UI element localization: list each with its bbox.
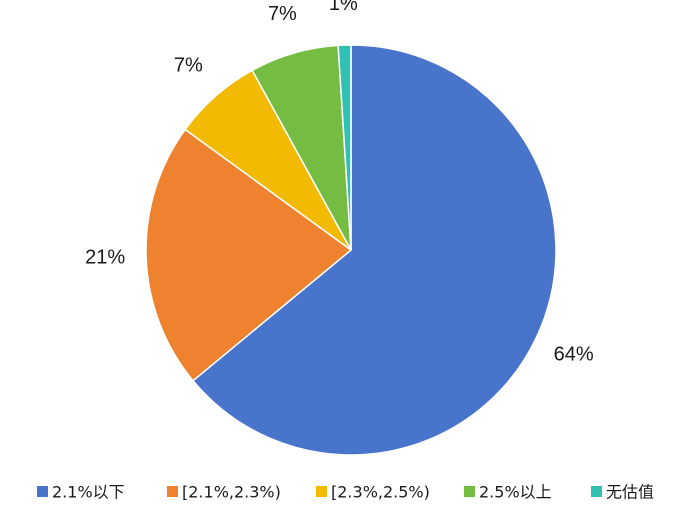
legend-label-2: [2.1%,2.3%) [182,483,281,502]
legend: 2.1%以下 [2.1%,2.3%) [2.3%,2.5%) 2.5%以上 无估值 [37,483,654,502]
pie-slices [145,44,557,456]
pie-data-labels: 64% 21% 7% 7% 1% [85,0,594,366]
pie-slice-5 [337,44,352,251]
data-label-2: 21% [85,247,125,269]
legend-label-1: 2.1%以下 [52,483,125,502]
legend-label-4: 2.5%以上 [479,483,552,502]
data-label-5: 1% [329,0,358,15]
legend-swatch-1 [37,486,48,497]
data-label-1: 64% [554,344,594,366]
legend-swatch-4 [464,486,475,497]
data-label-4: 7% [268,3,297,25]
legend-swatch-3 [316,486,327,497]
data-label-3: 7% [174,55,203,77]
legend-label-3: [2.3%,2.5%) [331,483,430,502]
pie-slice-1 [191,44,557,456]
pie-slice-2 [145,128,353,382]
legend-swatch-2 [167,486,178,497]
legend-swatch-5 [591,486,602,497]
legend-label-5: 无估值 [606,483,654,502]
